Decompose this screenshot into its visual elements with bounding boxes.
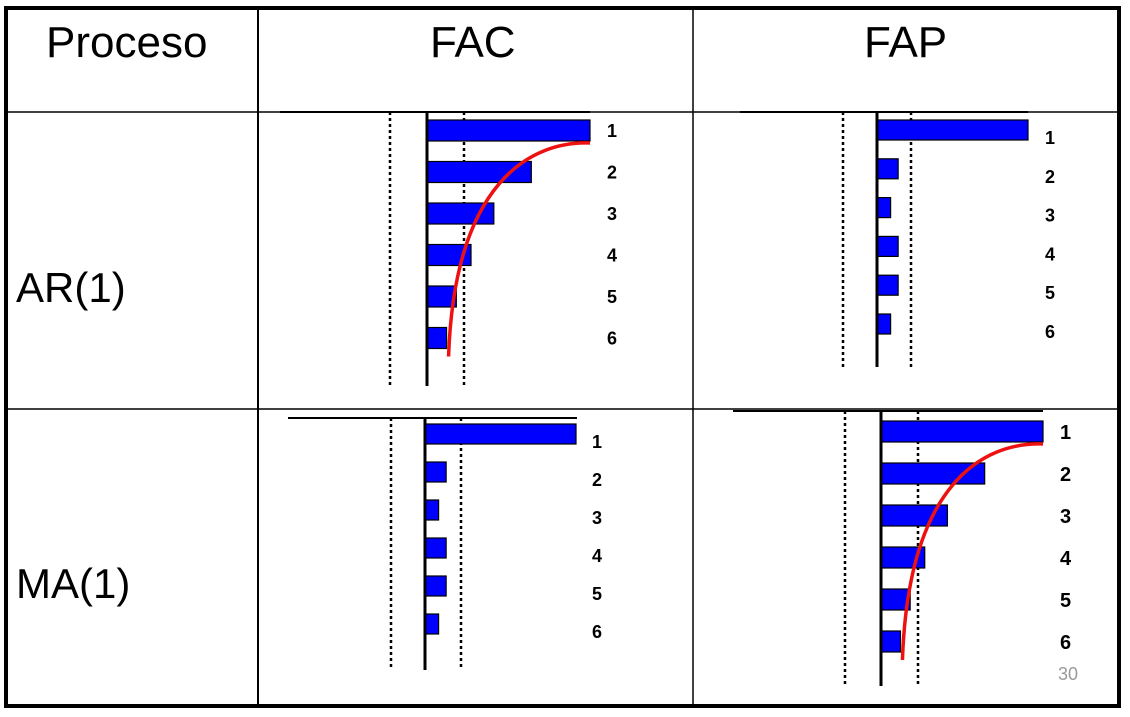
lag-label-4: 4 bbox=[607, 246, 617, 266]
lag-label-6: 6 bbox=[1045, 322, 1055, 342]
row-label-ma1: MA(1) bbox=[16, 560, 131, 607]
bar-lag-4 bbox=[876, 235, 899, 257]
bar-lag-4 bbox=[424, 537, 447, 559]
lag-label-3: 3 bbox=[1045, 206, 1055, 226]
lag-label-5: 5 bbox=[592, 584, 602, 604]
lag-label-1: 1 bbox=[1060, 422, 1071, 444]
lag-label-1: 1 bbox=[607, 121, 617, 141]
lag-label-2: 2 bbox=[607, 163, 617, 183]
bar-lag-1 bbox=[880, 420, 1044, 443]
bar-lag-5 bbox=[424, 575, 447, 597]
bar-lag-6 bbox=[424, 613, 440, 635]
lag-label-5: 5 bbox=[1060, 590, 1071, 612]
table-frame bbox=[4, 6, 1121, 708]
chart-ma1-fap: 1 2 3 4 5 6 bbox=[733, 410, 1072, 686]
lag-label-2: 2 bbox=[1060, 464, 1071, 486]
lag-label-3: 3 bbox=[592, 508, 602, 528]
lag-label-6: 6 bbox=[607, 329, 617, 349]
bar-lag-6 bbox=[876, 313, 892, 335]
bar-lag-2 bbox=[426, 160, 532, 184]
chart-ma1-fac: 1 2 3 4 5 6 bbox=[288, 417, 602, 670]
header-fap: FAP bbox=[864, 18, 948, 67]
bar-lag-2 bbox=[424, 461, 447, 483]
bar-lag-1 bbox=[424, 423, 577, 445]
bar-lag-6 bbox=[880, 630, 902, 653]
bar-lag-3 bbox=[424, 499, 440, 521]
lag-label-1: 1 bbox=[1045, 128, 1055, 148]
header-proceso: Proceso bbox=[46, 18, 208, 67]
bar-lag-2 bbox=[876, 158, 899, 180]
lag-label-4: 4 bbox=[1045, 244, 1055, 264]
bar-lag-5 bbox=[876, 274, 899, 296]
lag-label-2: 2 bbox=[1045, 167, 1055, 187]
decay-curve bbox=[900, 442, 1044, 661]
bar-lag-1 bbox=[876, 119, 1029, 141]
decay-curve bbox=[446, 141, 591, 357]
page-number: 30 bbox=[1058, 664, 1079, 684]
lag-label-4: 4 bbox=[1060, 548, 1072, 570]
lag-label-6: 6 bbox=[1060, 632, 1071, 654]
lag-label-2: 2 bbox=[592, 470, 602, 490]
lag-label-6: 6 bbox=[592, 622, 602, 642]
lag-label-3: 3 bbox=[1060, 506, 1071, 528]
header-fac: FAC bbox=[430, 18, 516, 67]
row-label-ar1: AR(1) bbox=[16, 264, 126, 311]
chart-ar1-fac: 1 2 3 4 5 6 bbox=[280, 111, 617, 386]
lag-label-3: 3 bbox=[607, 204, 617, 224]
lag-label-5: 5 bbox=[1045, 283, 1055, 303]
chart-ar1-fap: 1 2 3 4 5 6 bbox=[740, 111, 1055, 367]
lag-label-1: 1 bbox=[592, 432, 602, 452]
lag-label-4: 4 bbox=[592, 546, 602, 566]
bar-lag-6 bbox=[426, 326, 448, 350]
lag-label-5: 5 bbox=[607, 287, 617, 307]
bar-lag-3 bbox=[876, 197, 892, 219]
bar-lag-2 bbox=[880, 462, 986, 485]
bar-lag-1 bbox=[426, 119, 591, 142]
